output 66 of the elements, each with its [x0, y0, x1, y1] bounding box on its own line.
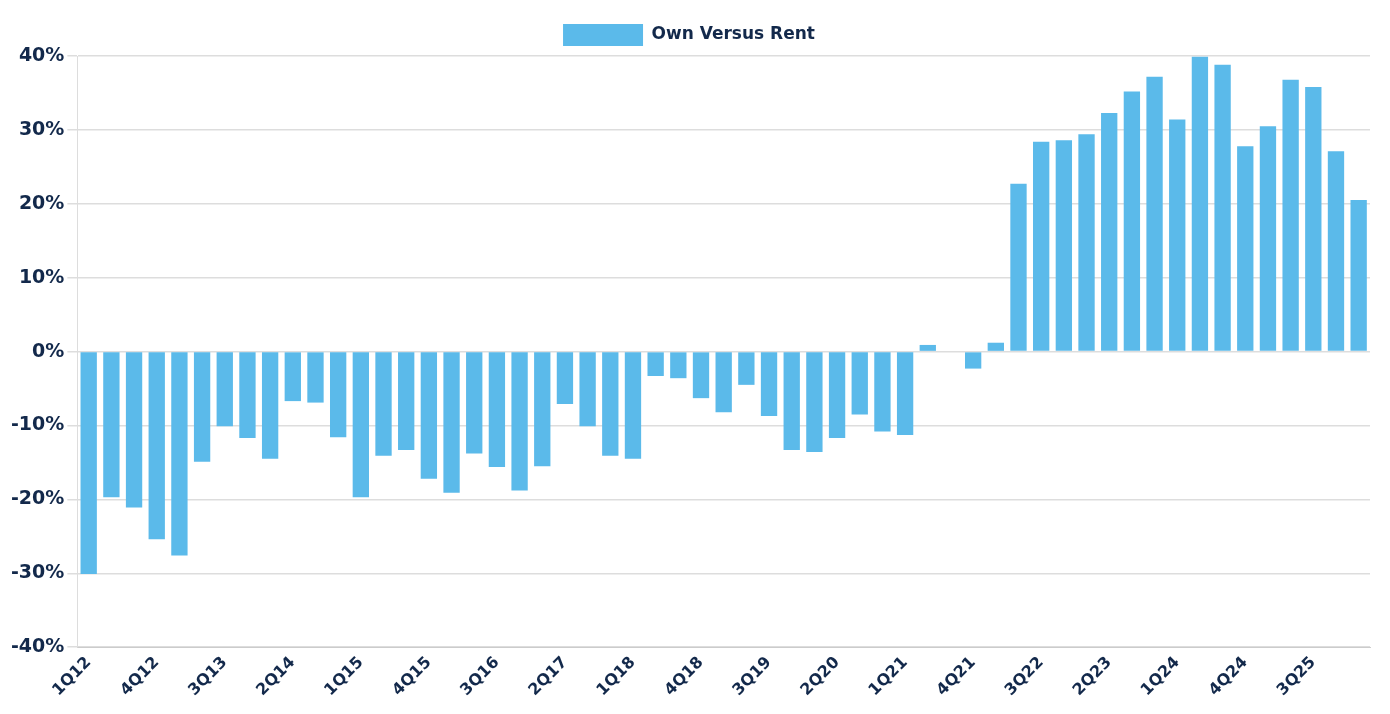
bar	[352, 352, 369, 498]
bar	[1078, 134, 1095, 351]
bar	[783, 352, 800, 450]
bar	[398, 352, 415, 450]
bar	[760, 352, 778, 416]
y-tick-label: 10%	[18, 264, 65, 287]
bar	[216, 352, 233, 427]
bar	[647, 352, 664, 376]
bar	[1327, 151, 1345, 351]
bar	[964, 352, 982, 369]
bar	[171, 352, 188, 556]
bar	[488, 352, 506, 467]
bar	[919, 344, 936, 351]
y-tick-label: 30%	[18, 116, 65, 139]
bar	[511, 352, 528, 491]
bar	[375, 352, 392, 456]
y-tick-label: -40%	[10, 634, 65, 657]
bar	[738, 352, 755, 385]
bar	[602, 352, 619, 456]
bar	[806, 352, 823, 453]
bar	[1055, 140, 1073, 351]
bar	[1191, 56, 1209, 351]
bar	[828, 352, 846, 439]
bar	[579, 352, 596, 427]
bar	[896, 352, 914, 436]
bar	[1259, 126, 1277, 351]
y-tick-label: -30%	[10, 560, 65, 583]
bar	[624, 352, 642, 459]
y-tick-label: -20%	[10, 486, 65, 509]
bar	[1305, 87, 1322, 351]
bar	[1123, 91, 1141, 351]
y-tick-label: 20%	[18, 190, 65, 213]
bar	[307, 352, 324, 403]
bar	[1146, 76, 1163, 351]
bar	[80, 352, 97, 575]
bar	[466, 352, 483, 454]
bar	[193, 352, 211, 462]
bar	[148, 352, 165, 540]
bar	[670, 352, 687, 379]
bar	[556, 352, 574, 405]
bar	[692, 352, 710, 399]
bar	[715, 352, 732, 413]
y-tick-label: 40%	[18, 42, 65, 65]
bar	[851, 352, 868, 415]
bar	[443, 352, 460, 493]
legend-label: Own Versus Rent	[651, 23, 815, 44]
bar	[1169, 119, 1186, 351]
bar	[987, 342, 1004, 351]
bar	[284, 352, 301, 402]
bar	[1237, 146, 1254, 351]
bar	[420, 352, 438, 479]
y-tick-label: -10%	[10, 412, 65, 435]
bar	[1282, 79, 1299, 351]
bar	[1010, 183, 1027, 351]
bar	[103, 352, 120, 498]
bar	[1101, 112, 1118, 351]
y-tick-label: 0%	[32, 338, 65, 361]
bar	[329, 352, 347, 438]
bar	[1214, 64, 1231, 351]
bar	[239, 352, 256, 439]
bar	[125, 352, 143, 508]
bar	[874, 352, 891, 432]
bar	[261, 352, 279, 459]
bar	[534, 352, 551, 467]
bar	[1350, 200, 1367, 351]
bar	[1033, 141, 1050, 351]
